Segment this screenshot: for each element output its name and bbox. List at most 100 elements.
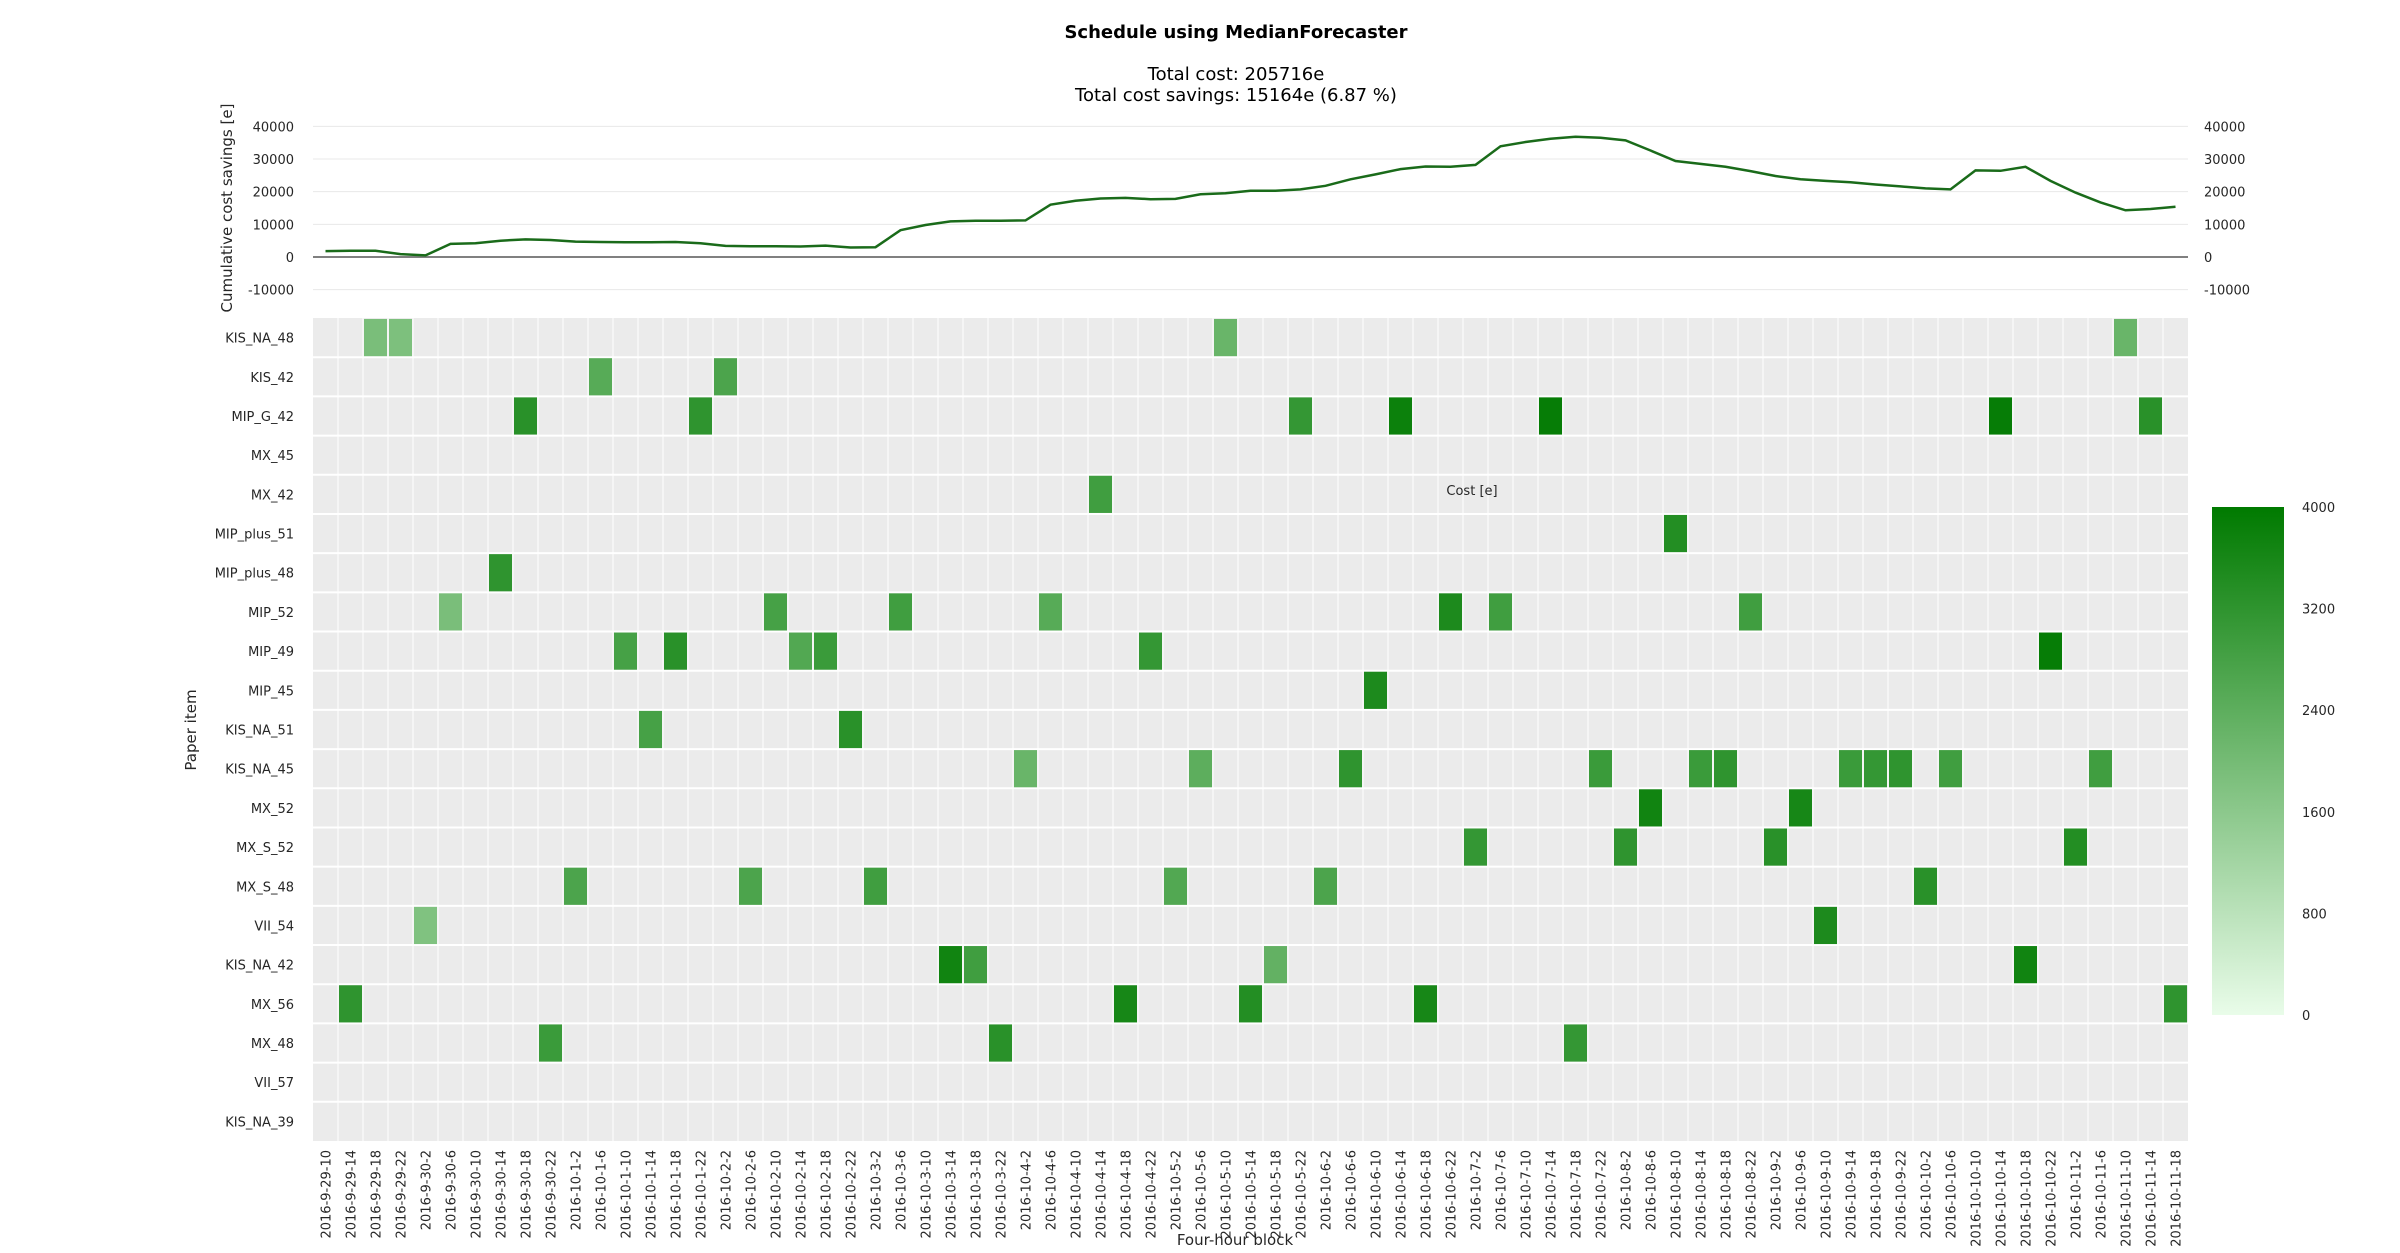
heatmap-cell — [1989, 397, 2012, 435]
heatmap-col-label: 2016-10-11-2 — [2070, 1150, 2085, 1239]
heatmap-cell — [2139, 397, 2162, 435]
heatmap-cell — [1339, 750, 1362, 788]
line-ytick-label-right: 40000 — [2204, 120, 2245, 135]
heatmap-cell — [814, 632, 837, 670]
heatmap-col-label: 2016-10-10-2 — [1920, 1150, 1935, 1239]
heatmap-col-label: 2016-10-3-18 — [970, 1150, 985, 1239]
cumulative-savings-panel: -10000 -10000 0 0 10000 10000 20000 20000 30000 3… — [248, 120, 2250, 298]
heatmap-col-label: 2016-10-11-14 — [2145, 1150, 2160, 1247]
heatmap-col-label: 2016-10-4-22 — [1145, 1150, 1160, 1239]
heatmap-cell — [2164, 985, 2187, 1023]
heatmap-cell — [889, 593, 912, 631]
line-ytick-label-left: 10000 — [253, 218, 294, 233]
heatmap-col-label: 2016-10-9-6 — [1795, 1150, 1810, 1230]
heatmap-cell — [1914, 867, 1937, 905]
heatmap-cell — [1664, 514, 1687, 553]
heatmap-col-label: 2016-10-9-2 — [1770, 1150, 1785, 1230]
heatmap-cell — [339, 985, 362, 1023]
colorbar-tick-label: 3200 — [2302, 603, 2335, 618]
heatmap-cell — [1039, 593, 1062, 631]
heatmap-cell — [1789, 789, 1812, 827]
heatmap-cell — [1114, 985, 1137, 1023]
heatmap-col-label: 2016-10-7-18 — [1570, 1150, 1585, 1239]
heatmap-cell — [1189, 750, 1212, 788]
heatmap-col-label: 2016-10-10-10 — [1970, 1150, 1985, 1247]
heatmap-col-label: 2016-10-4-10 — [1070, 1150, 1085, 1239]
line-ytick-label-right: 10000 — [2204, 218, 2245, 233]
colorbar-tick-label: 1600 — [2302, 806, 2335, 821]
heatmap-col-label: 2016-10-6-14 — [1395, 1150, 1410, 1239]
line-ytick-label-left: 30000 — [253, 153, 294, 168]
heatmap-cell — [2039, 632, 2062, 670]
colorbar-tick-label: 2400 — [2302, 704, 2335, 719]
heatmap-col-label: 2016-9-30-6 — [445, 1150, 460, 1230]
heatmap-cell — [689, 397, 712, 435]
heatmap-row-label: MIP_45 — [248, 684, 294, 699]
heatmap-cell — [1214, 319, 1237, 357]
colorbar-tick-label: 4000 — [2302, 501, 2335, 516]
heatmap-cell — [1864, 750, 1887, 788]
heatmap-cell — [1239, 985, 1262, 1023]
heatmap-col-label: 2016-10-9-22 — [1895, 1150, 1910, 1239]
line-ytick-label-right: -10000 — [2204, 284, 2250, 299]
heatmap-cell — [1314, 867, 1337, 905]
heatmap-col-label: 2016-10-3-14 — [945, 1150, 960, 1239]
heatmap-cell — [664, 632, 687, 670]
heatmap-cell — [939, 946, 962, 984]
heatmap-col-label: 2016-10-5-10 — [1220, 1150, 1235, 1239]
heatmap-row-label: VII_57 — [254, 1076, 294, 1091]
heatmap-cell — [1164, 867, 1187, 905]
heatmap-col-label: 2016-10-1-18 — [670, 1150, 685, 1239]
heatmap-cell — [1614, 828, 1637, 866]
heatmap-col-label: 2016-10-5-6 — [1195, 1150, 1210, 1230]
heatmap-col-label: 2016-10-10-18 — [2020, 1150, 2035, 1247]
heatmap-col-label: 2016-9-29-10 — [320, 1150, 335, 1239]
heatmap-cell — [1264, 946, 1287, 984]
heatmap-cell — [2064, 828, 2087, 866]
heatmap-row-label: KIS_NA_51 — [225, 724, 294, 739]
heatmap-cell — [789, 632, 812, 670]
heatmap-cell — [414, 906, 437, 945]
heatmap-cell — [1589, 750, 1612, 788]
heatmap-panel: KIS_NA_48 KIS_42 MIP_G_42 MX_45 MX_42 MIP_plu… — [215, 318, 2188, 1247]
heatmap-col-label: 2016-10-11-6 — [2095, 1150, 2110, 1239]
heatmap-cell — [1414, 985, 1437, 1023]
heatmap-col-label: 2016-10-2-22 — [845, 1150, 860, 1239]
cumulative-savings-line — [325, 135, 2176, 257]
heatmap-col-label: 2016-9-30-18 — [520, 1150, 535, 1239]
heatmap-col-label: 2016-10-8-10 — [1670, 1150, 1685, 1239]
heatmap-cell — [1139, 632, 1162, 670]
heatmap-cell — [1814, 906, 1837, 945]
heatmap-col-label: 2016-10-5-2 — [1170, 1150, 1185, 1230]
heatmap-row-label: MX_48 — [251, 1037, 294, 1052]
heatmap-cell — [539, 1024, 562, 1062]
heatmap-col-label: 2016-9-30-2 — [420, 1150, 435, 1230]
heatmap-y-axis-label: Paper item — [182, 689, 200, 770]
heatmap-col-label: 2016-10-6-18 — [1420, 1150, 1435, 1239]
heatmap-cell — [1564, 1024, 1587, 1062]
heatmap-col-label: 2016-10-8-2 — [1620, 1150, 1635, 1230]
heatmap-col-label: 2016-10-10-22 — [2045, 1150, 2060, 1247]
heatmap-col-label: 2016-10-4-18 — [1120, 1150, 1135, 1239]
heatmap-cell — [1439, 593, 1462, 631]
heatmap-col-label: 2016-10-9-18 — [1870, 1150, 1885, 1239]
heatmap-cell — [2089, 750, 2112, 788]
heatmap-col-label: 2016-10-1-10 — [620, 1150, 635, 1239]
heatmap-col-label: 2016-10-6-10 — [1370, 1150, 1385, 1239]
heatmap-col-label: 2016-10-10-6 — [1945, 1150, 1960, 1239]
heatmap-cell — [1939, 750, 1962, 788]
heatmap-cell — [1764, 828, 1787, 866]
heatmap-cell — [2014, 946, 2037, 984]
heatmap-row-label: MIP_G_42 — [231, 410, 294, 425]
heatmap-row-label: MX_42 — [251, 488, 294, 503]
heatmap-cell — [1889, 750, 1912, 788]
heatmap-cell — [1739, 593, 1762, 631]
heatmap-cell — [1364, 671, 1387, 709]
heatmap-cell — [1089, 475, 1112, 513]
heatmap-col-label: 2016-10-7-6 — [1495, 1150, 1510, 1230]
heatmap-row-label: MIP_49 — [248, 645, 294, 660]
chart-subtitle-savings: Total cost savings: 15164e (6.87 %) — [1074, 85, 1397, 106]
heatmap-col-label: 2016-9-30-22 — [545, 1150, 560, 1239]
heatmap-col-label: 2016-10-3-10 — [920, 1150, 935, 1239]
heatmap-col-label: 2016-10-11-18 — [2170, 1150, 2185, 1247]
